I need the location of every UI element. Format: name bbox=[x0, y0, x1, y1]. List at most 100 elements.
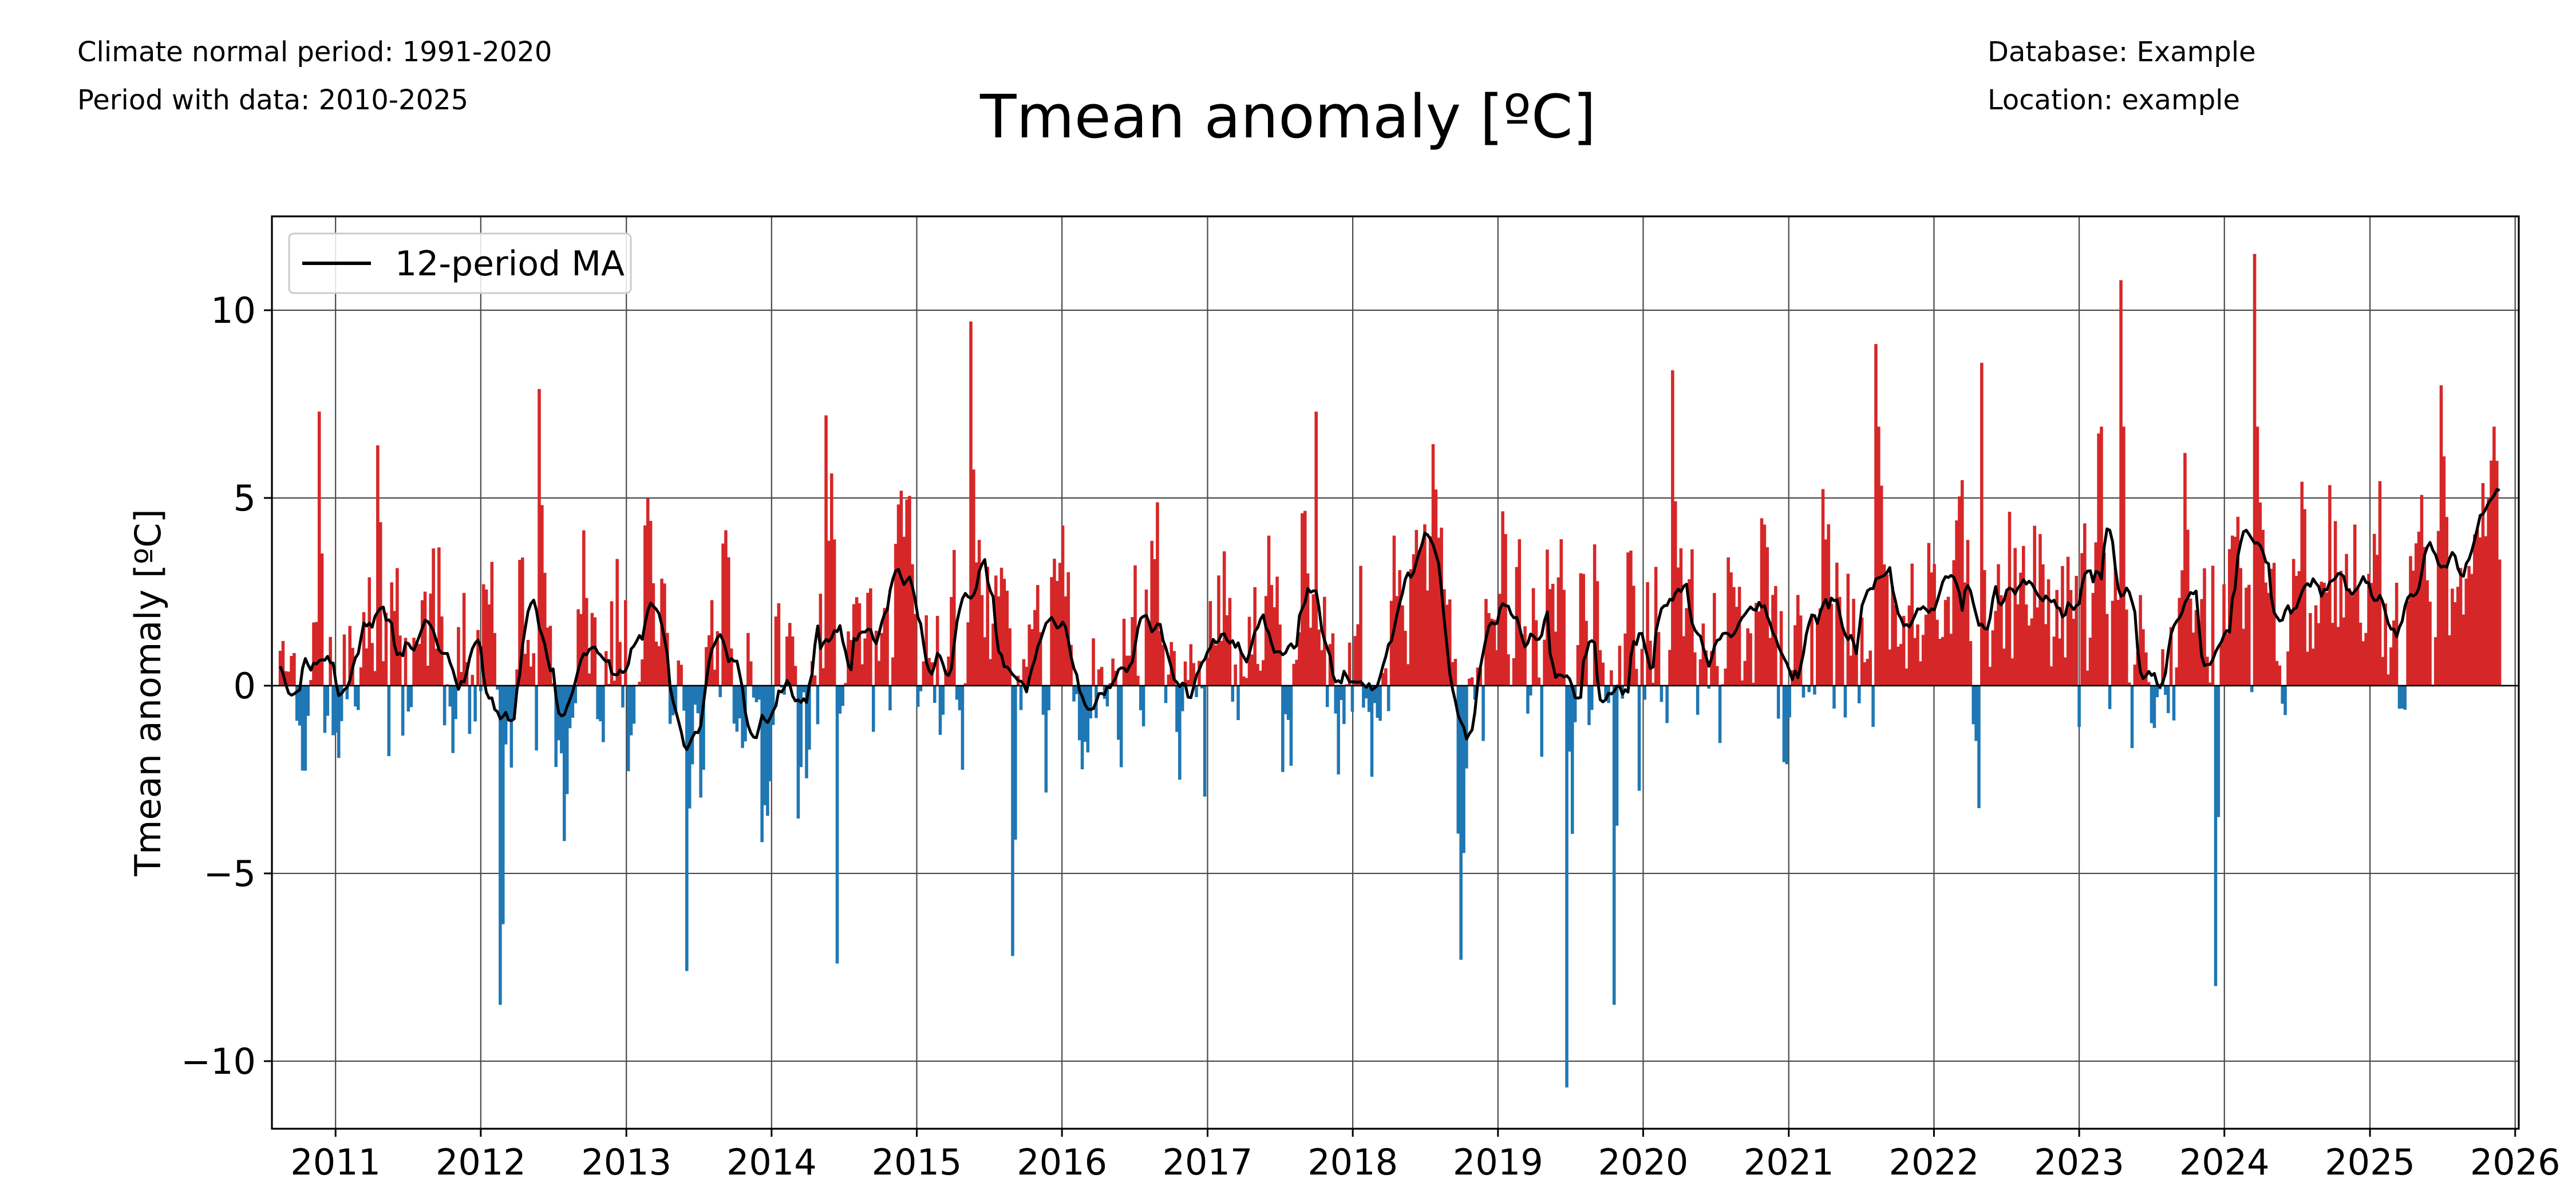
anomaly-bar bbox=[1278, 624, 1282, 686]
anomaly-bar bbox=[1796, 595, 1800, 686]
anomaly-bar bbox=[1935, 619, 1939, 686]
anomaly-bar bbox=[615, 559, 619, 686]
anomaly-bar bbox=[1448, 599, 1452, 686]
anomaly-bar bbox=[1186, 679, 1190, 686]
anomaly-bar bbox=[376, 445, 380, 686]
anomaly-bar bbox=[1314, 412, 1318, 686]
anomaly-bar bbox=[1696, 685, 1700, 715]
anomaly-bar bbox=[1704, 650, 1708, 686]
anomaly-bar bbox=[368, 577, 372, 686]
anomaly-bar bbox=[746, 632, 750, 686]
anomaly-bar bbox=[1715, 666, 1719, 686]
anomaly-bar bbox=[844, 683, 847, 686]
x-tick-label: 2013 bbox=[581, 1141, 671, 1183]
anomaly-bar bbox=[668, 685, 672, 724]
anomaly-bar bbox=[632, 685, 636, 724]
anomaly-bar bbox=[760, 685, 764, 843]
anomaly-bar bbox=[961, 685, 965, 770]
anomaly-bar bbox=[963, 683, 967, 686]
anomaly-bar bbox=[1033, 610, 1037, 686]
anomaly-bar bbox=[1038, 632, 1042, 686]
anomaly-bar bbox=[1966, 540, 1970, 686]
anomaly-bar bbox=[638, 682, 641, 686]
anomaly-bar bbox=[1782, 685, 1786, 762]
anomaly-bar bbox=[501, 685, 505, 924]
anomaly-bar bbox=[487, 604, 491, 686]
anomaly-bar bbox=[735, 685, 739, 732]
anomaly-bar bbox=[2072, 619, 2076, 686]
anomaly-bar bbox=[387, 685, 391, 757]
anomaly-bar bbox=[1108, 683, 1112, 686]
anomaly-bar bbox=[911, 564, 914, 686]
anomaly-bar bbox=[1222, 551, 1226, 686]
anomaly-bar bbox=[754, 685, 758, 702]
anomaly-bar bbox=[2217, 685, 2221, 817]
anomaly-bar bbox=[1386, 685, 1390, 711]
anomaly-bar bbox=[1490, 618, 1494, 686]
anomaly-bar bbox=[1919, 661, 1922, 686]
anomaly-bar bbox=[331, 685, 335, 736]
anomaly-bar bbox=[2175, 667, 2179, 686]
anomaly-bar bbox=[1234, 664, 1237, 686]
anomaly-bar bbox=[1244, 678, 1249, 686]
anomaly-bar bbox=[1014, 685, 1017, 840]
anomaly-bar bbox=[357, 685, 360, 710]
anomaly-bar bbox=[1877, 426, 1880, 686]
anomaly-bar bbox=[1961, 480, 1964, 686]
anomaly-bar bbox=[1064, 596, 1068, 686]
anomaly-bar bbox=[841, 685, 845, 706]
anomaly-bar bbox=[1465, 685, 1468, 769]
anomaly-bar bbox=[1631, 586, 1635, 686]
anomaly-bar bbox=[989, 659, 992, 686]
anomaly-bar bbox=[2414, 543, 2418, 686]
anomaly-bar bbox=[1849, 655, 1852, 686]
anomaly-bar bbox=[2083, 523, 2087, 686]
x-tick-label: 2021 bbox=[1744, 1141, 1834, 1183]
anomaly-bar bbox=[1075, 685, 1078, 694]
anomaly-bar bbox=[899, 491, 903, 686]
anomaly-bar bbox=[2166, 685, 2170, 713]
anomaly-bar bbox=[432, 548, 435, 686]
anomaly-bar bbox=[2336, 627, 2340, 686]
anomaly-bar bbox=[1044, 685, 1048, 793]
anomaly-bar bbox=[1963, 582, 1967, 686]
anomaly-bar bbox=[293, 653, 296, 686]
anomaly-bar bbox=[1746, 628, 1749, 686]
anomaly-bar bbox=[1398, 570, 1401, 686]
anomaly-bar bbox=[1665, 685, 1669, 723]
anomaly-bar bbox=[1755, 603, 1758, 686]
anomaly-bar bbox=[526, 639, 530, 686]
climate-normal-label: Climate normal period: 1991-2020 bbox=[77, 36, 552, 68]
anomaly-bar bbox=[2178, 598, 2181, 686]
anomaly-bar bbox=[1671, 370, 1674, 686]
anomaly-bar bbox=[2320, 582, 2324, 686]
anomaly-bar bbox=[1141, 685, 1145, 726]
anomaly-bar bbox=[891, 657, 895, 686]
anomaly-bar bbox=[1423, 524, 1427, 686]
anomaly-bar bbox=[1899, 644, 1903, 686]
anomaly-bar bbox=[2356, 587, 2360, 686]
anomaly-bar bbox=[2490, 460, 2493, 686]
anomaly-bar bbox=[858, 603, 862, 686]
anomaly-bar bbox=[2464, 578, 2468, 686]
anomaly-bar bbox=[953, 549, 956, 686]
anomaly-bar bbox=[1395, 596, 1399, 686]
anomaly-bar bbox=[2364, 632, 2368, 686]
anomaly-bar bbox=[2378, 481, 2382, 686]
anomaly-bar bbox=[766, 685, 769, 816]
anomaly-bar bbox=[624, 600, 627, 686]
anomaly-bar bbox=[1685, 608, 1688, 686]
anomaly-bar bbox=[2088, 638, 2092, 686]
anomaly-bar bbox=[886, 607, 889, 686]
anomaly-bar bbox=[938, 685, 942, 735]
anomaly-bar bbox=[813, 675, 817, 686]
x-tick-label: 2026 bbox=[2470, 1141, 2561, 1183]
x-tick-label: 2012 bbox=[436, 1141, 526, 1183]
anomaly-bar bbox=[732, 685, 736, 724]
anomaly-bar bbox=[2180, 570, 2184, 686]
anomaly-bar bbox=[791, 636, 795, 686]
anomaly-bar bbox=[2417, 531, 2421, 686]
anomaly-bar bbox=[359, 667, 363, 686]
anomaly-bar bbox=[626, 685, 630, 772]
anomaly-bar bbox=[1097, 669, 1101, 686]
